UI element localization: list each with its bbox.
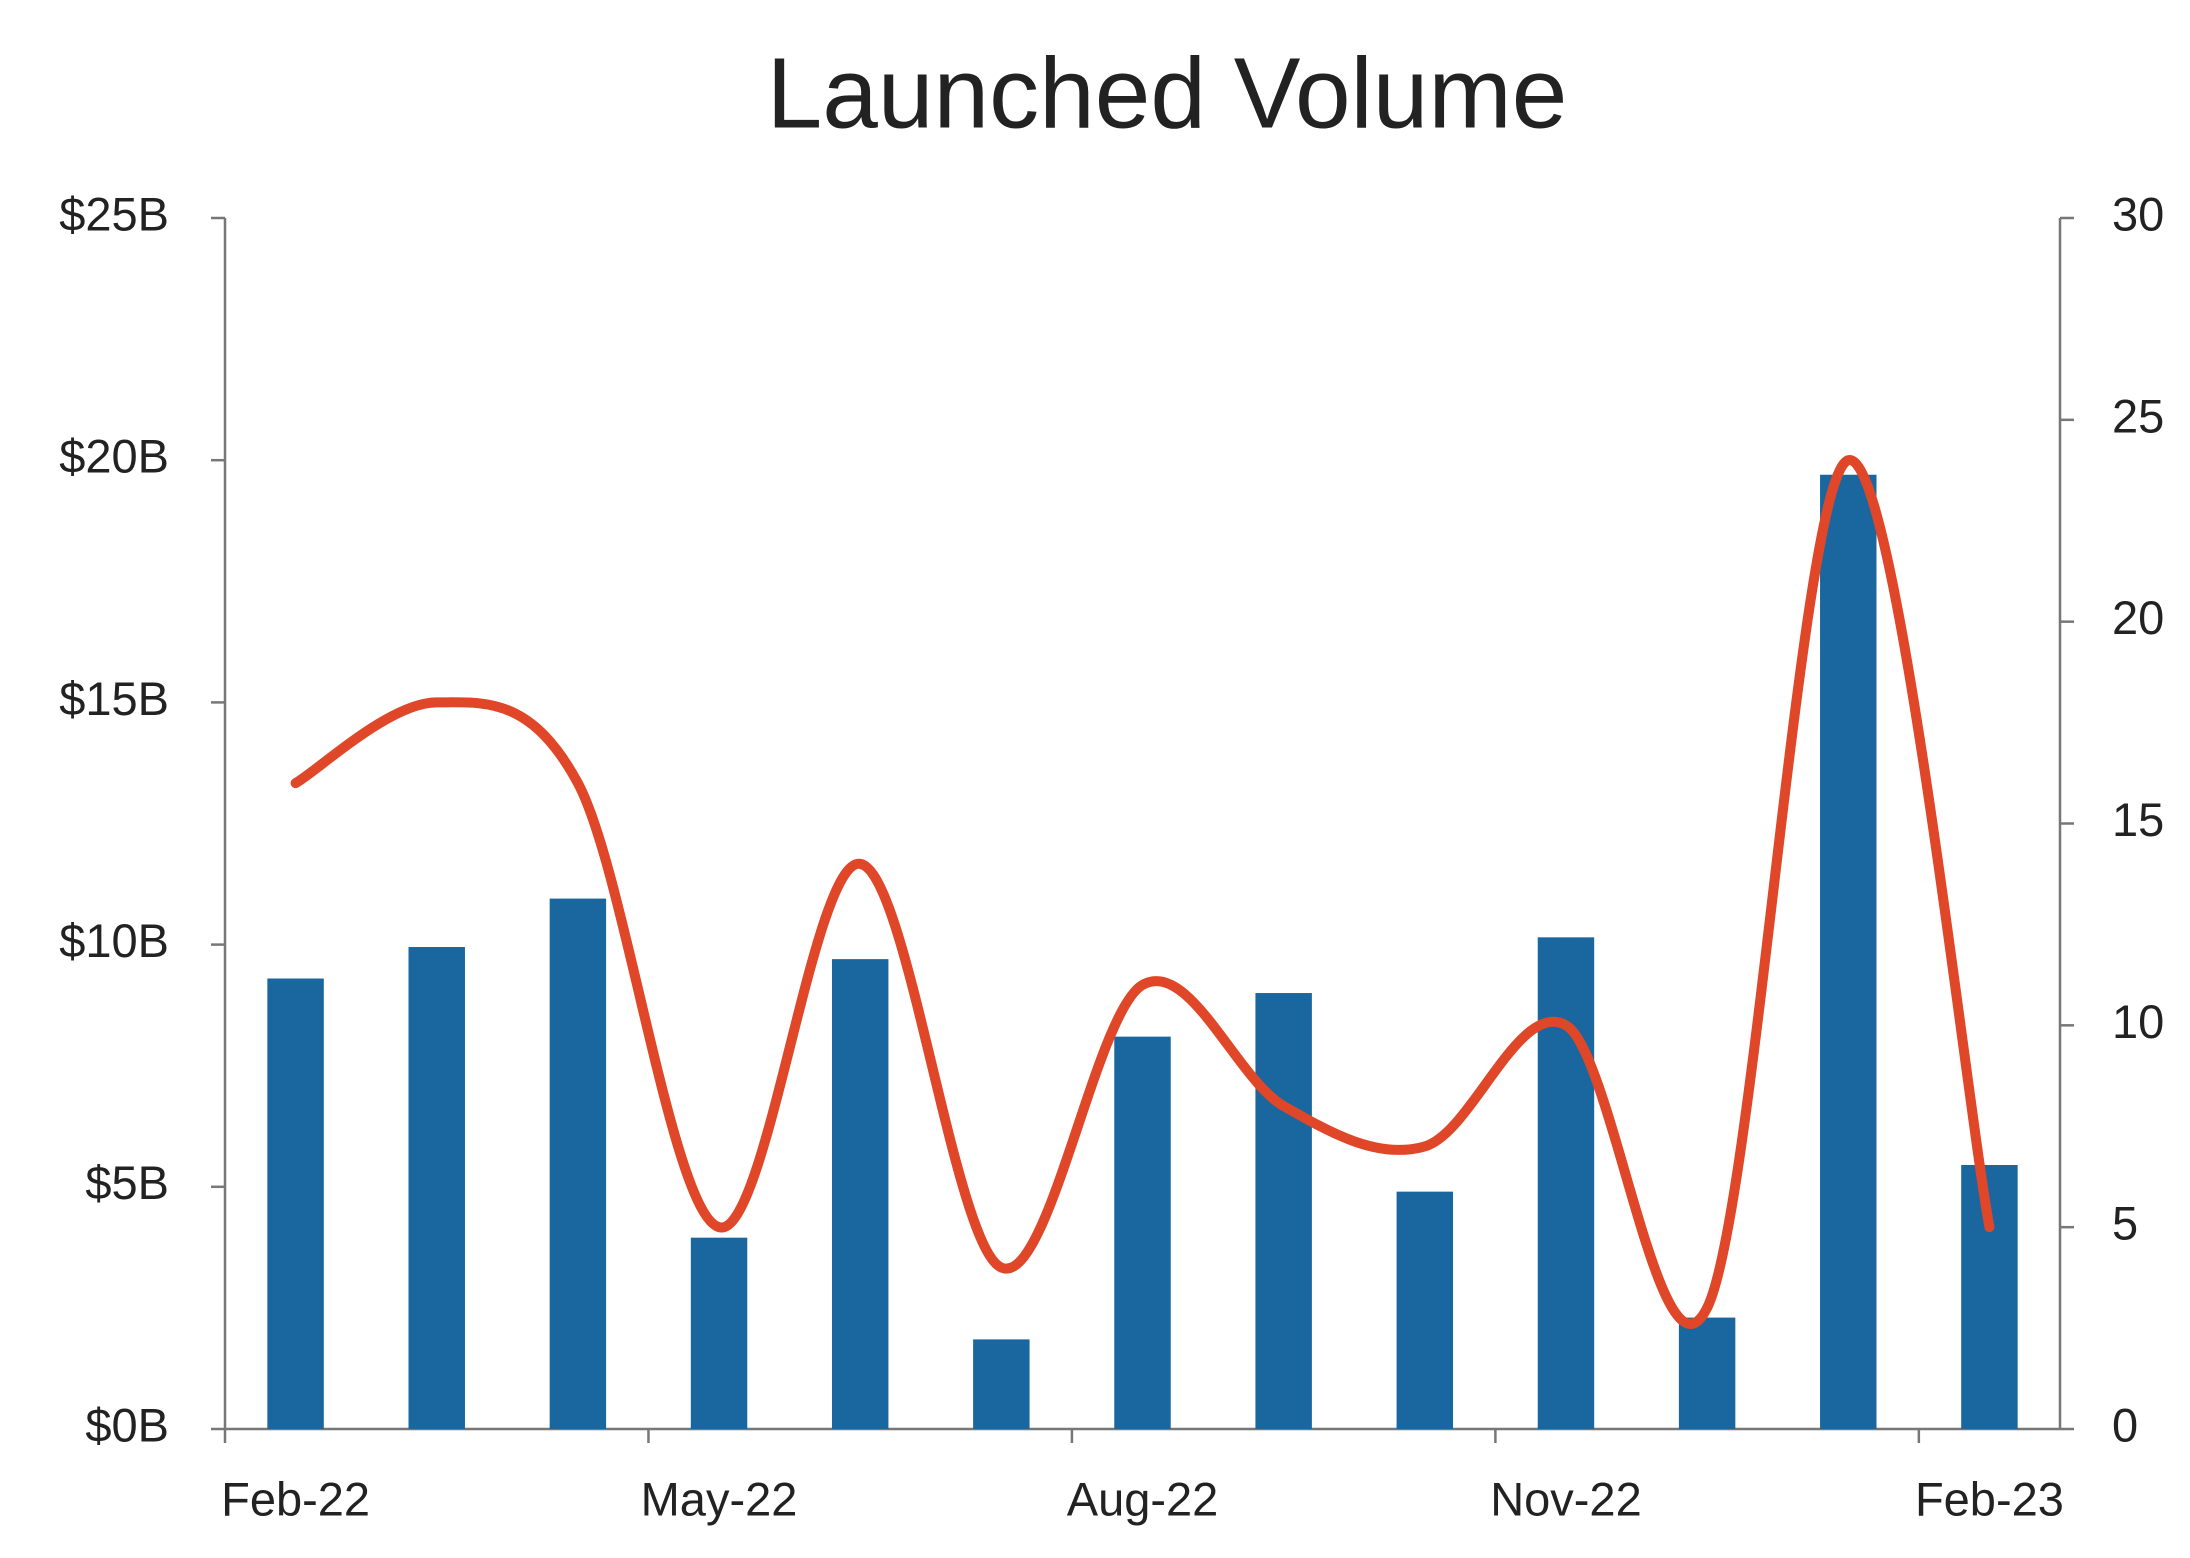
bar — [1537, 937, 1595, 1429]
bar — [408, 947, 465, 1429]
bar — [1820, 474, 1877, 1429]
bar — [690, 1237, 748, 1429]
line — [290, 455, 1995, 1329]
y-tick-label: $20B — [59, 430, 169, 483]
bar — [267, 978, 324, 1429]
bar — [1114, 1036, 1171, 1429]
y2-tick-label: 5 — [2112, 1197, 2138, 1250]
bar — [1678, 1317, 1736, 1429]
y-tick-label: $5B — [85, 1156, 169, 1209]
y-tick-label: $0B — [85, 1398, 169, 1451]
x-tick-label: Nov-22 — [1490, 1472, 1642, 1525]
x-tick-label: Aug-22 — [1067, 1472, 1219, 1525]
y-tick-label: $10B — [59, 914, 169, 967]
x-tick-label: Feb-22 — [221, 1472, 370, 1525]
y-tick-label: $15B — [59, 672, 169, 725]
bar — [1396, 1191, 1454, 1429]
y2-tick-label: 20 — [2112, 591, 2164, 644]
y2-tick-label: 10 — [2112, 995, 2164, 1048]
bar — [549, 898, 607, 1429]
y-tick-label: $25B — [59, 187, 169, 240]
bar — [1255, 993, 1312, 1429]
y2-tick-label: 25 — [2112, 389, 2164, 442]
y2-tick-label: 0 — [2112, 1398, 2138, 1451]
chart-title: Launched Volume — [767, 37, 1568, 149]
x-tick-label: Feb-23 — [1915, 1472, 2064, 1525]
bar — [831, 959, 889, 1429]
bar — [973, 1339, 1030, 1429]
y2-tick-label: 30 — [2112, 187, 2164, 240]
y2-tick-label: 15 — [2112, 793, 2164, 846]
x-tick-label: May-22 — [641, 1472, 798, 1525]
